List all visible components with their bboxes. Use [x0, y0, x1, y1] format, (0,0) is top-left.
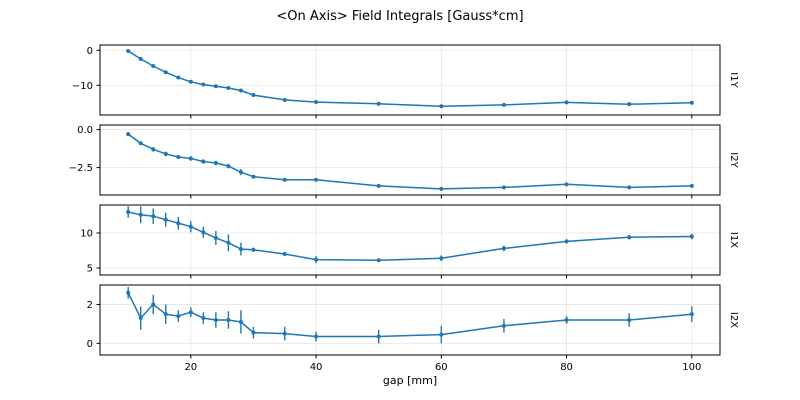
svg-text:2: 2: [87, 300, 93, 311]
svg-text:0: 0: [87, 46, 93, 57]
svg-text:−2.5: −2.5: [69, 163, 93, 174]
svg-text:60: 60: [435, 362, 448, 373]
svg-text:I1Y: I1Y: [728, 72, 739, 88]
svg-text:100: 100: [682, 362, 701, 373]
svg-text:I1X: I1X: [728, 232, 739, 248]
svg-text:−10: −10: [72, 81, 93, 92]
svg-text:0: 0: [87, 339, 93, 350]
x-axis-label: gap [mm]: [382, 374, 438, 387]
svg-text:I2Y: I2Y: [728, 152, 739, 168]
svg-text:20: 20: [184, 362, 197, 373]
svg-text:40: 40: [310, 362, 323, 373]
svg-text:10: 10: [80, 229, 93, 240]
svg-text:5: 5: [87, 264, 93, 275]
svg-text:I2X: I2X: [728, 312, 739, 328]
svg-text:0.0: 0.0: [77, 125, 93, 136]
chart-title: <On Axis> Field Integrals [Gauss*cm]: [276, 9, 524, 24]
svg-text:80: 80: [560, 362, 573, 373]
